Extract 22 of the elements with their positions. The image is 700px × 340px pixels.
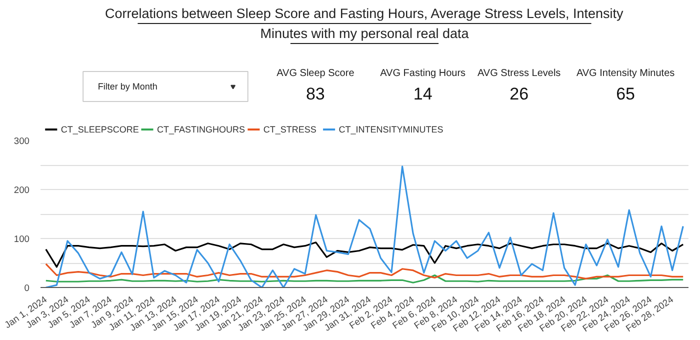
y-tick-label: 100 bbox=[14, 234, 30, 244]
legend-label: CT_STRESS bbox=[263, 124, 316, 134]
line-series bbox=[45, 242, 684, 268]
legend-label: CT_SLEEPSCORE bbox=[60, 124, 139, 134]
text: AVG Intensity Minutes bbox=[576, 68, 675, 79]
text: 14 bbox=[413, 84, 432, 104]
y-tick-label: 300 bbox=[14, 136, 30, 146]
text: Filter by Month bbox=[98, 82, 158, 92]
legend-label: CT_FASTINGHOURS bbox=[156, 124, 245, 134]
text: 83 bbox=[306, 84, 325, 104]
legend-label: CT_INTENSITYMINUTES bbox=[338, 124, 444, 134]
text: 65 bbox=[616, 84, 636, 104]
text: AVG Fasting Hours bbox=[380, 68, 466, 79]
line-series bbox=[45, 166, 684, 288]
chart-title: Correlations between Sleep Score and Fasting Hours, Average Stress Levels, Intensity Minutes with my personal real data bbox=[104, 6, 624, 41]
y-tick-label: 0 bbox=[24, 283, 30, 293]
line-series bbox=[45, 263, 684, 280]
line-series bbox=[45, 274, 684, 284]
y-tick-label: 200 bbox=[14, 185, 30, 195]
text: AVG Stress Levels bbox=[478, 68, 561, 79]
text: AVG Sleep Score bbox=[276, 68, 355, 79]
text: 26 bbox=[510, 84, 529, 104]
